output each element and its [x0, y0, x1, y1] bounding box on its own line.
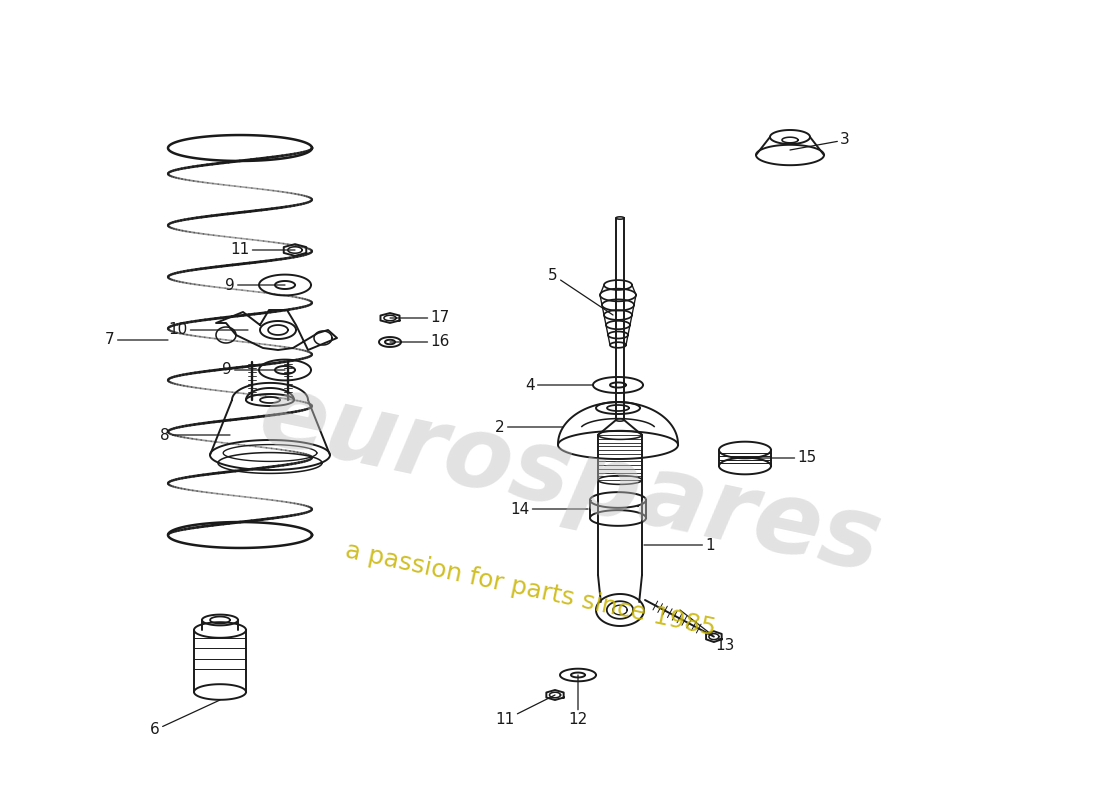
Text: eurospares: eurospares: [251, 366, 890, 594]
Text: 9: 9: [222, 362, 285, 378]
Text: 12: 12: [569, 675, 587, 727]
Text: 5: 5: [548, 267, 613, 315]
Text: 6: 6: [150, 700, 220, 738]
Text: 8: 8: [161, 427, 230, 442]
Text: 11: 11: [495, 695, 556, 727]
Text: 10: 10: [168, 322, 248, 338]
Text: 7: 7: [106, 333, 168, 347]
Text: 17: 17: [390, 310, 450, 326]
Text: 13: 13: [680, 610, 735, 653]
Text: 1: 1: [644, 538, 715, 553]
Text: 14: 14: [510, 502, 588, 517]
Text: 9: 9: [226, 278, 285, 293]
Text: a passion for parts since 1985: a passion for parts since 1985: [342, 539, 717, 641]
Text: 16: 16: [390, 334, 450, 350]
Text: 4: 4: [525, 378, 593, 393]
Text: 15: 15: [745, 450, 816, 466]
Text: 3: 3: [790, 133, 850, 150]
Text: 2: 2: [495, 419, 563, 434]
Text: 11: 11: [230, 242, 295, 258]
